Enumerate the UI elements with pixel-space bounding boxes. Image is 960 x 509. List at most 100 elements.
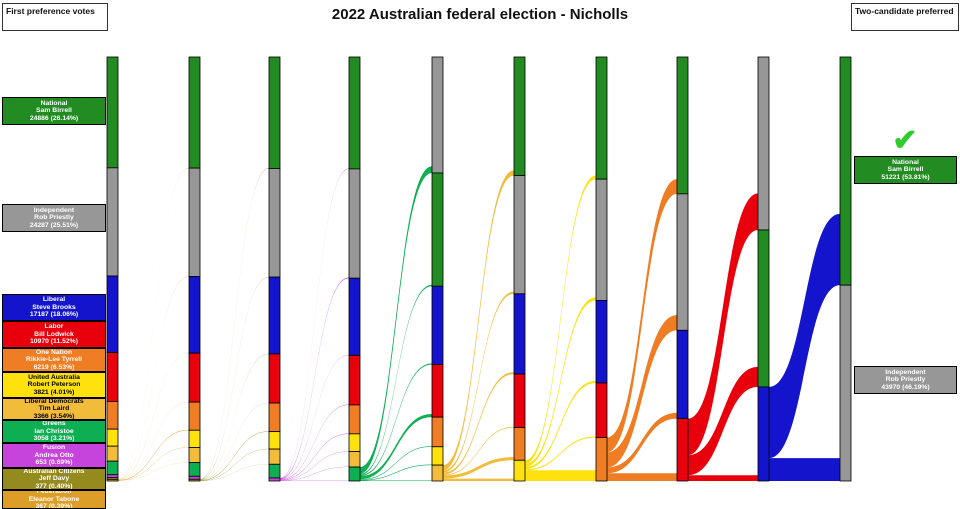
round-1-bar-segment-lib bbox=[106, 275, 119, 353]
candidate-name: Rob Priestly bbox=[885, 376, 926, 384]
round-8-bar-segment-nat bbox=[676, 56, 689, 195]
party-name: Federation bbox=[36, 490, 72, 496]
round-7-bar-segment-on bbox=[595, 437, 608, 482]
round-8-bar-segment-ind bbox=[676, 193, 689, 331]
preference-flow-cit-to-nat bbox=[200, 168, 269, 480]
winner-checkmark-icon: ✔ bbox=[892, 124, 918, 157]
page-title: 2022 Australian federal election - Nicho… bbox=[331, 6, 629, 23]
round-2-bar-segment-grn bbox=[188, 462, 201, 477]
party-name: Liberal Democrats bbox=[24, 398, 84, 405]
preference-flow-fed-to-nat bbox=[118, 167, 189, 480]
round-9-bar-segment-ind bbox=[757, 56, 770, 231]
candidate-name: Rikkie-Lee Tyrrell bbox=[25, 356, 83, 364]
party-name: Independent bbox=[885, 368, 926, 376]
round-5-bar-segment-alp bbox=[431, 364, 444, 418]
party-name: Fusion bbox=[42, 444, 66, 452]
round-3-bar-segment-nat bbox=[268, 56, 281, 169]
round-1-bar-segment-fed bbox=[106, 478, 119, 482]
preference-flow-fus-to-lib bbox=[280, 355, 349, 480]
votes-label: 367 (0.39%) bbox=[35, 503, 73, 509]
round-3-bar-segment-grn bbox=[268, 463, 281, 479]
preference-flow-fed-to-grn bbox=[118, 476, 189, 481]
first-preference-label-fus: Fusion Andrea Otto 653 (0.69%) bbox=[2, 443, 106, 468]
candidate-name: Steve Brooks bbox=[32, 303, 76, 311]
preference-flow-uap-to-lib bbox=[525, 380, 596, 470]
round-3-bar-segment-on bbox=[268, 402, 281, 433]
round-2-bar-segment-nat bbox=[188, 56, 201, 169]
preference-flow-cit-to-alp bbox=[200, 402, 269, 481]
round-5-bar-segment-nat bbox=[431, 172, 444, 287]
round-1-bar-segment-alp bbox=[106, 352, 119, 402]
preference-flow-cit-to-uap bbox=[200, 448, 269, 481]
round-6-bar-segment-alp bbox=[513, 373, 526, 428]
candidate-name: Eleanor Tabone bbox=[28, 495, 80, 503]
preference-flow-cit-to-grn bbox=[200, 477, 269, 481]
first-preference-label-lib: Liberal Steve Brooks 17187 (18.06%) bbox=[2, 294, 106, 321]
party-name: Liberal bbox=[42, 296, 66, 304]
round-9-bar-segment-lib bbox=[757, 386, 770, 482]
preference-flow-fed-to-uap bbox=[118, 447, 189, 481]
preference-flow-uap-to-alp bbox=[525, 436, 596, 471]
round-3-bar-segment-ldp bbox=[268, 448, 281, 465]
round-5-bar-segment-on bbox=[431, 416, 444, 448]
round-7-bar-segment-ind bbox=[595, 178, 608, 301]
votes-label: 6219 (6.53%) bbox=[33, 363, 75, 371]
votes-label: 24287 (25.51%) bbox=[29, 221, 79, 229]
round-2-bar-segment-lib bbox=[188, 276, 201, 354]
candidate-name: Tim Laird bbox=[38, 405, 70, 413]
preference-flow-on-to-lib bbox=[607, 412, 677, 474]
two-candidate-preferred-header: Two-candidate preferred bbox=[851, 3, 959, 31]
preference-flow-fus-to-on bbox=[280, 433, 349, 481]
preference-flow-uap-to-on bbox=[525, 470, 596, 481]
round-3-bar-segment-uap bbox=[268, 431, 281, 450]
candidate-name: Jeff Davy bbox=[38, 475, 70, 483]
votes-label: 3366 (3.54%) bbox=[33, 412, 75, 420]
votes-label: 3058 (3.21%) bbox=[33, 435, 75, 443]
round-4-bar-segment-ind bbox=[348, 168, 361, 279]
preference-flow-cit-to-ldp bbox=[200, 464, 269, 481]
round-6-bar-segment-ind bbox=[513, 175, 526, 295]
preference-flow-fus-to-nat bbox=[280, 168, 349, 479]
preference-flow-on-to-ind bbox=[607, 315, 677, 468]
round-1-bar-segment-ind bbox=[106, 167, 119, 277]
preference-flow-grn-to-on bbox=[360, 446, 432, 480]
round-5-bar-segment-ind bbox=[431, 56, 444, 174]
round-6-bar-segment-on bbox=[513, 427, 526, 461]
candidate-name: Robert Peterson bbox=[27, 381, 81, 389]
preference-flow-on-to-nat bbox=[607, 179, 677, 453]
round-4-bar-segment-lib bbox=[348, 277, 361, 356]
round-7-bar-segment-nat bbox=[595, 56, 608, 180]
first-preference-label-ldp: Liberal Democrats Tim Laird 3366 (3.54%) bbox=[2, 398, 106, 420]
round-7-bar-segment-lib bbox=[595, 300, 608, 384]
round-3-bar-segment-ind bbox=[268, 168, 281, 278]
preference-flow-grn-to-lib bbox=[360, 363, 432, 477]
party-name: Independent bbox=[33, 206, 75, 214]
preference-flow-alp-to-nat bbox=[688, 366, 758, 476]
round-4-bar-segment-alp bbox=[348, 354, 361, 406]
preference-flow-uap-to-ind bbox=[525, 297, 596, 467]
round-6-bar-segment-nat bbox=[513, 56, 526, 176]
preference-flow-fus-to-ldp bbox=[280, 466, 349, 481]
round-5-bar-segment-ldp bbox=[431, 464, 444, 482]
first-preference-label-ind: Independent Rob Priestly 24287 (25.51%) bbox=[2, 204, 106, 232]
preference-flow-ldp-to-alp bbox=[443, 426, 514, 476]
votes-label: 51221 (53.81%) bbox=[881, 173, 930, 181]
candidate-name: Andrea Otto bbox=[34, 451, 74, 459]
party-name: Greens bbox=[42, 420, 66, 428]
preference-flow-ldp-to-nat bbox=[443, 170, 514, 471]
first-preference-label-on: One Nation Rikkie-Lee Tyrrell 6219 (6.53%) bbox=[2, 348, 106, 372]
round-3-bar-segment-alp bbox=[268, 353, 281, 404]
preference-flow-cit-to-on bbox=[200, 431, 269, 481]
first-preference-label-uap: United Australia Robert Peterson 3821 (4.0… bbox=[2, 372, 106, 398]
preference-flow-lib-to-nat bbox=[769, 213, 840, 459]
round-5-bar-segment-lib bbox=[431, 285, 444, 365]
preference-flow-alp-to-lib bbox=[688, 475, 758, 481]
preference-flow-fed-to-ldp bbox=[118, 462, 189, 481]
preference-flow-on-to-alp bbox=[607, 473, 677, 481]
candidate-name: Ian Christoe bbox=[34, 427, 74, 435]
round-10-bar-segment-ind bbox=[839, 284, 852, 482]
round-2-bar-segment-ind bbox=[188, 167, 201, 277]
preference-flow-fed-to-lib bbox=[118, 353, 189, 480]
candidate-name: Sam Birrell bbox=[887, 166, 924, 174]
